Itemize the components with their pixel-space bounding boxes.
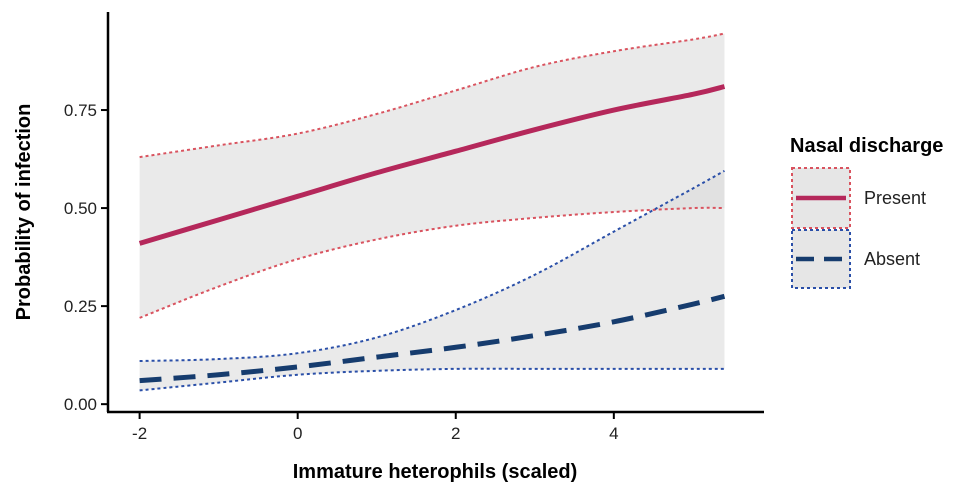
x-tick-label: 4 bbox=[609, 424, 618, 443]
series-line-absent bbox=[139, 293, 726, 384]
y-tick-label: 0.75 bbox=[64, 101, 97, 120]
y-ticks: 0.00 0.25 0.50 0.75 bbox=[64, 101, 108, 414]
series-lines bbox=[138, 84, 726, 384]
x-ticks: -2 0 2 4 bbox=[132, 412, 619, 443]
legend-key-present bbox=[791, 167, 851, 229]
legend-title: Nasal discharge bbox=[790, 135, 943, 157]
y-tick-label: 0.00 bbox=[64, 395, 97, 414]
series-line-present bbox=[138, 84, 726, 246]
x-tick-label: 0 bbox=[293, 424, 302, 443]
x-tick-label: -2 bbox=[132, 424, 147, 443]
y-tick-label: 0.25 bbox=[64, 297, 97, 316]
axes bbox=[106, 12, 764, 414]
ci-lower-line-present bbox=[139, 206, 725, 319]
legend: Nasal discharge Present Absent bbox=[790, 135, 943, 289]
y-axis-title: Probability of infection bbox=[13, 104, 35, 321]
ci-ribbon-present bbox=[139, 33, 725, 318]
ci-bound-lines bbox=[139, 32, 725, 392]
legend-label-absent: Absent bbox=[864, 249, 920, 269]
x-tick-label: 2 bbox=[451, 424, 460, 443]
x-axis-title: Immature heterophils (scaled) bbox=[293, 461, 578, 483]
ci-upper-line-present bbox=[139, 32, 725, 159]
y-tick-label: 0.50 bbox=[64, 199, 97, 218]
legend-label-present: Present bbox=[864, 188, 926, 208]
legend-key-absent bbox=[791, 229, 851, 289]
ci-ribbon-absent bbox=[139, 170, 725, 391]
ci-ribbons bbox=[139, 33, 725, 391]
